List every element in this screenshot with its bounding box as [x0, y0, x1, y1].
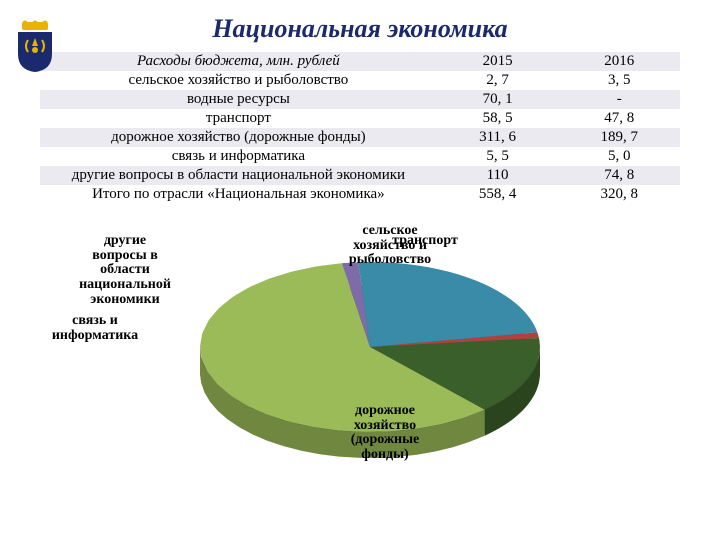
- table-cell: 5, 5: [437, 147, 559, 166]
- table-cell: водные ресурсы: [40, 90, 437, 109]
- budget-table: Расходы бюджета, млн. рублей 2015 2016 с…: [40, 52, 680, 204]
- table-cell: 320, 8: [558, 185, 680, 204]
- table-cell: 70, 1: [437, 90, 559, 109]
- table-cell: 189, 7: [558, 128, 680, 147]
- table-header: Расходы бюджета, млн. рублей: [40, 52, 437, 71]
- table-cell: 74, 8: [558, 166, 680, 185]
- table-cell: дорожное хозяйство (дорожные фонды): [40, 128, 437, 147]
- table-cell: 558, 4: [437, 185, 559, 204]
- pie-chart: другиевопросы вобластинациональнойэконом…: [0, 204, 720, 514]
- table-cell: 5, 0: [558, 147, 680, 166]
- table-header: 2015: [437, 52, 559, 71]
- table-cell: связь и информатика: [40, 147, 437, 166]
- table-cell: транспорт: [40, 109, 437, 128]
- coat-of-arms-icon: [12, 20, 58, 72]
- table-cell: другие вопросы в области национальной эк…: [40, 166, 437, 185]
- table-cell: 110: [437, 166, 559, 185]
- table-cell: Итого по отрасли «Национальная экономика…: [40, 185, 437, 204]
- pie-label-other: другиевопросы вобластинациональнойэконом…: [60, 234, 190, 307]
- table-header: 2016: [558, 52, 680, 71]
- table-cell: 47, 8: [558, 109, 680, 128]
- table-cell: 58, 5: [437, 109, 559, 128]
- table-cell: -: [558, 90, 680, 109]
- pie-label-comm: связь иинформатика: [40, 314, 150, 343]
- pie-label-road: дорожноехозяйство(дорожныефонды): [320, 404, 450, 463]
- table-cell: 311, 6: [437, 128, 559, 147]
- pie-label-transport: транспорт: [375, 234, 475, 249]
- page-title: Национальная экономика: [0, 14, 720, 44]
- table-cell: 3, 5: [558, 71, 680, 90]
- table-cell: 2, 7: [437, 71, 559, 90]
- table-cell: сельское хозяйство и рыболовство: [40, 71, 437, 90]
